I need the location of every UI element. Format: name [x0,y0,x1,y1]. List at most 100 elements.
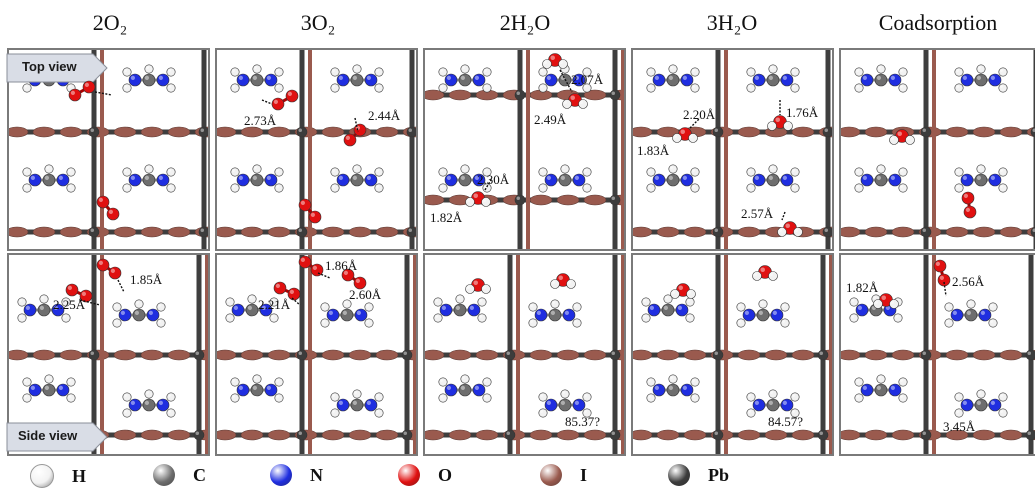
hydrogen-atom [790,408,800,418]
nitrogen-atom [988,173,1002,187]
nitrogen-atom [364,73,378,87]
hydrogen-atom [849,313,859,323]
hydrogen-atom [330,408,340,418]
carbon-atom [350,173,364,187]
hydrogen-atom [582,167,592,177]
iodine-atom [425,194,445,206]
hydrogen-atom [668,374,678,384]
iodine-atom [425,349,445,361]
hydrogen-atom [122,83,132,93]
nitrogen-atom [544,73,558,87]
hydrogen-atom [66,377,76,387]
hydrogen-atom [690,83,700,93]
hydrogen-atom [17,313,27,323]
lead-atom [406,126,416,138]
hydrogen-atom [746,183,756,193]
hydrogen-atom [746,392,756,402]
nitrogen-atom [647,303,661,317]
iodine-atom [945,429,969,441]
iodine-atom [791,349,815,361]
lead-atom [193,349,205,361]
iodine-atom [583,194,607,206]
hydrogen-atom [641,313,651,323]
iodine-atom [217,429,237,441]
iodine-atom [113,349,137,361]
nitrogen-atom [467,303,481,317]
carbon-atom [869,303,883,317]
iodine-atom [945,226,969,238]
hydrogen-atom [780,302,790,312]
nitrogen-atom [364,398,378,412]
iodine-atom [737,126,761,138]
hydrogen-atom [690,393,700,403]
hydrogen-atom [274,377,284,387]
iodine-atom [475,349,499,361]
nitrogen-atom [883,303,897,317]
iodine-atom [321,429,345,441]
hydrogen-atom [66,167,76,177]
panel-side-3o2 [215,253,418,456]
iodine-atom [167,226,191,238]
hydrogen-atom [460,164,470,174]
hydrogen-atom [746,67,756,77]
hydrogen-atom [663,294,673,304]
legend-item-i: I [540,464,587,486]
carbon-atom [340,308,354,322]
iodine-atom [267,429,291,441]
hydrogen-atom [477,297,487,307]
hydrogen-atom [22,167,32,177]
hydrogen-atom [966,299,976,309]
hydrogen-atom [854,183,864,193]
carbon-atom [974,173,988,187]
hydrogen-atom [646,83,656,93]
carbon-atom [350,73,364,87]
carbon-atom [666,73,680,87]
hydrogen-atom [482,83,492,93]
hydrogen-atom [538,408,548,418]
distance-label: 1.82Å [846,280,879,295]
iodine-atom [448,429,472,441]
lead-atom [401,429,413,441]
hydrogen-atom [944,318,954,328]
hydrogen-atom [166,167,176,177]
iodine-atom [140,429,164,441]
hydrogen-atom [374,392,384,402]
hydrogen-atom [252,64,262,74]
iodine-atom [167,126,191,138]
hydrogen-atom [528,318,538,328]
legend-item-n: N [270,464,323,486]
distance-label: 1.83Å [637,143,670,158]
nitrogen-atom [860,383,874,397]
hydrogen-atom [460,374,470,384]
hydrogen-atom [582,392,592,402]
iodine-atom [59,126,83,138]
iodine-atom [267,126,291,138]
iodine-atom [448,349,472,361]
hydrogen-atom [320,302,330,312]
iodine-atom [9,126,29,138]
iodine-atom [764,349,788,361]
nitrogen-atom [444,173,458,187]
nitrogen-atom [28,173,42,187]
hydrogen-atom [646,67,656,77]
nitrogen-atom [680,383,694,397]
hydrogen-atom [477,313,487,323]
nitrogen-atom [988,73,1002,87]
iodine-atom [32,349,56,361]
hydrogen-atom [560,64,570,74]
hydrogen-atom [988,318,998,328]
iodine-atom [240,429,264,441]
nitrogen-atom [118,308,132,322]
nitrogen-atom [28,383,42,397]
panel-top-3o2 [215,48,418,251]
iodine-atom [529,194,553,206]
nitrogen-atom [51,303,65,317]
carbon-atom [874,173,888,187]
iodine-atom [972,349,996,361]
hydrogen-atom [538,392,548,402]
hydrogen-atom [66,393,76,403]
hydrogen-atom [374,183,384,193]
hydrogen-atom [122,183,132,193]
hydrogen-atom [790,167,800,177]
side-view-label: Side view [18,428,78,443]
